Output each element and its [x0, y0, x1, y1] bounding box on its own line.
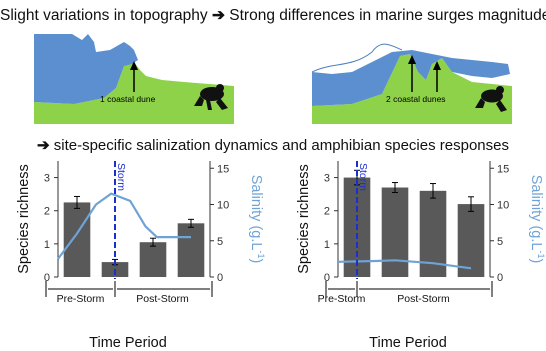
subline: ➔ site-specific salinization dynamics an… [0, 136, 546, 154]
headline-right: Strong differences in marine surges magn… [229, 7, 546, 24]
y2-axis-title-close: ) [248, 258, 264, 263]
wave-crest [312, 43, 403, 73]
sea-shape [34, 34, 138, 104]
arrowhead-icon [433, 61, 441, 70]
bar [177, 223, 205, 277]
y-tick-label: 2 [44, 206, 50, 218]
y2-tick-label: 0 [217, 272, 223, 284]
y2-tick-label: 15 [217, 163, 229, 175]
bar [63, 202, 91, 277]
y2-tick-label: 15 [497, 163, 509, 175]
y-axis-title: Species richness [16, 164, 32, 274]
y2-axis-title-text: Salinity (g.L [248, 175, 264, 251]
y-tick-label: 1 [44, 239, 50, 251]
sea-shape [312, 50, 510, 106]
chart-right: 0 1 2 3 Species richness 0 5 10 15 Salinity (g.L-… [296, 161, 545, 351]
scene-one-dune: 1 coastal dune [34, 32, 234, 124]
y-tick-label: 2 [324, 206, 330, 218]
arrowhead-icon [130, 61, 138, 70]
y2-tick-label: 0 [497, 272, 503, 284]
y-tick-label: 0 [44, 272, 50, 284]
frog-icon [475, 86, 507, 112]
subline-text: site-specific salinization dynamics and … [53, 137, 509, 154]
bar [381, 187, 409, 277]
y2-axis-title-sup: -1 [536, 250, 545, 258]
scene-two-dunes: 2 coastal dunes [312, 32, 512, 124]
headline: Slight variations in topography ➔ Strong… [0, 6, 546, 25]
x-axis-title: Time Period [89, 335, 167, 351]
period-label: Pre-Storm [318, 293, 366, 305]
storm-label: Storm [115, 163, 127, 191]
y-tick-label: 3 [44, 173, 50, 185]
bar [139, 242, 167, 277]
y-tick-label: 0 [324, 272, 330, 284]
scene-label: 1 coastal dune [100, 94, 156, 104]
chart-left: 0 1 2 3 Species richness 0 5 10 15 Salinity (g.L-… [16, 161, 265, 351]
headline-left: Slight variations in topography [0, 7, 208, 24]
frog-icon [194, 84, 228, 110]
scene-label: 2 coastal dunes [386, 94, 446, 104]
arrow-icon: ➔ [37, 137, 50, 154]
y-tick-label: 3 [324, 173, 330, 185]
period-label: Post-Storm [136, 293, 189, 305]
y2-axis-title-sup: -1 [256, 250, 265, 258]
x-axis-title: Time Period [369, 335, 447, 351]
period-label: Post-Storm [397, 293, 450, 305]
arrow-icon: ➔ [211, 7, 225, 24]
y2-tick-label: 10 [217, 200, 229, 212]
storm-label: Storm [357, 163, 369, 191]
salinity-line [57, 192, 191, 260]
land-shape [34, 62, 234, 124]
period-label: Pre-Storm [57, 293, 105, 305]
y-axis-title: Species richness [296, 164, 312, 274]
y2-axis-title-text: Salinity (g.L [528, 175, 544, 251]
y2-axis-title: Salinity (g.L-1) [248, 175, 265, 264]
arrowhead-icon [408, 55, 416, 64]
y2-axis-title: Salinity (g.L-1) [528, 175, 545, 264]
y2-axis-title-close: ) [528, 258, 544, 263]
y2-tick-label: 5 [497, 236, 503, 248]
salinity-line [337, 259, 472, 270]
y-tick-label: 1 [324, 239, 330, 251]
bar [457, 204, 485, 277]
y2-tick-label: 5 [217, 236, 223, 248]
y2-tick-label: 10 [497, 200, 509, 212]
